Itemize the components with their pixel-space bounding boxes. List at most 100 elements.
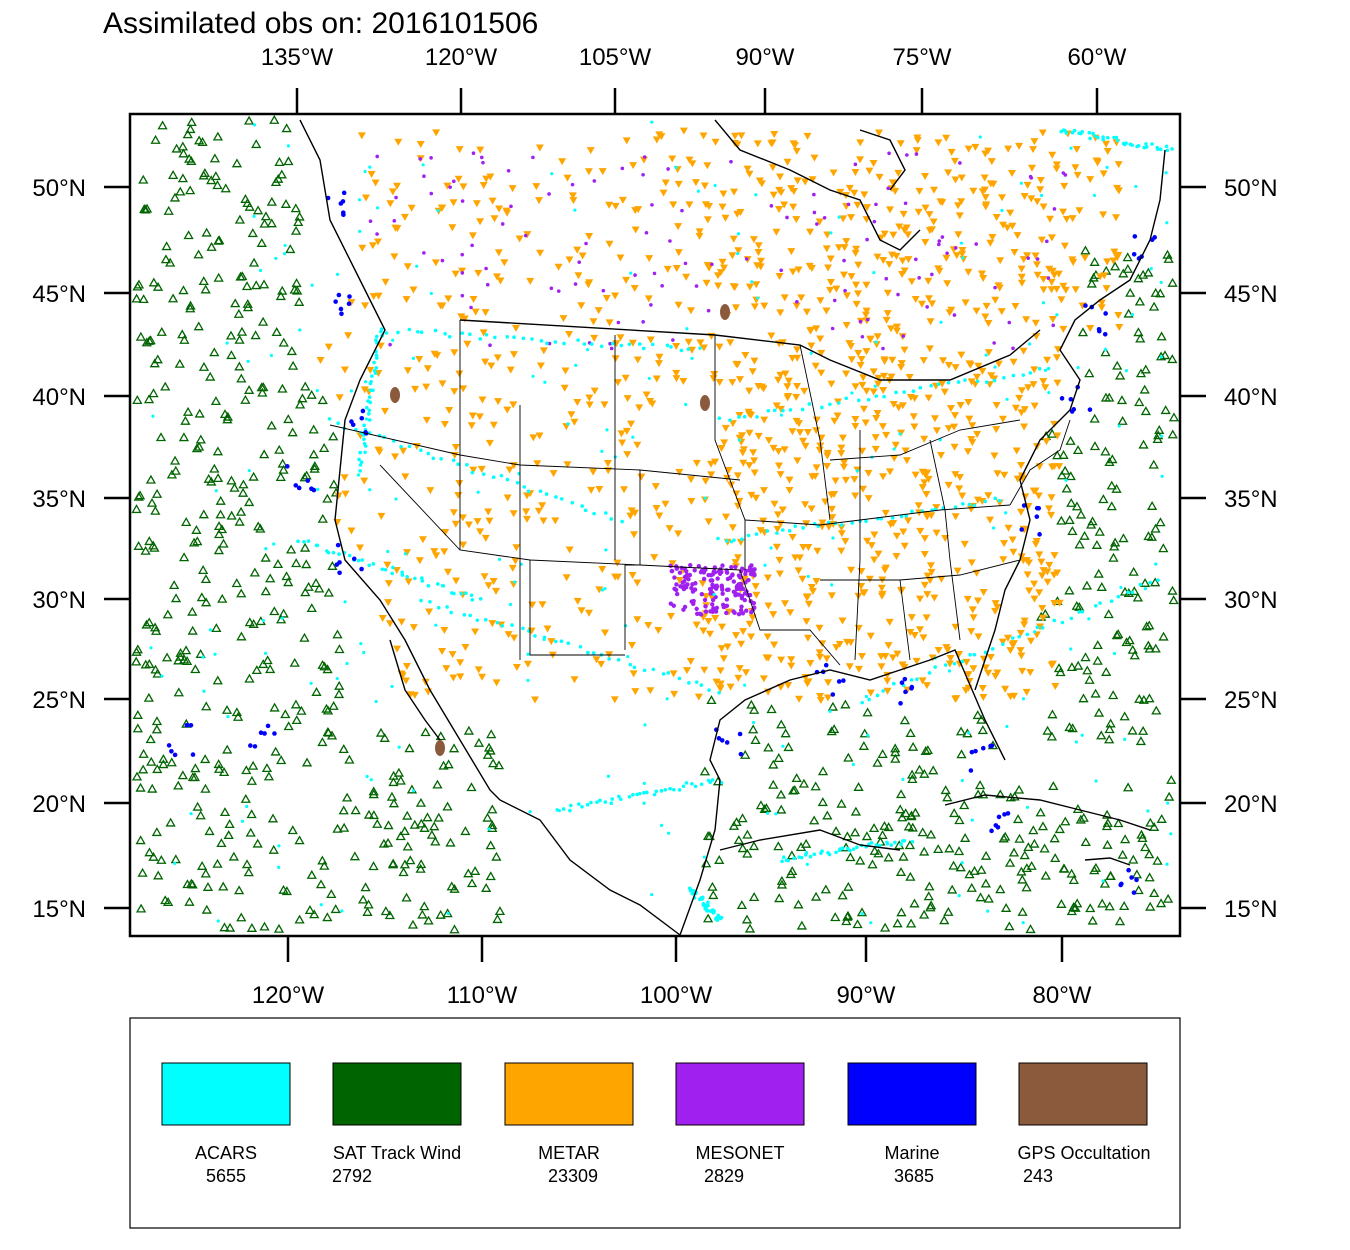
acars-point [710,778,715,782]
sat-track-wind-point [231,578,242,588]
sat-track-wind-point [1065,435,1076,445]
metar-point [344,332,353,340]
metar-point [869,160,878,168]
metar-point [1030,402,1039,410]
sat-track-wind-point [163,897,174,906]
metar-point [474,269,483,277]
acars-point [609,517,614,521]
acars-point [214,489,218,493]
sat-track-wind-point [466,878,478,888]
metar-point [347,527,356,535]
sat-track-wind-point [234,214,246,224]
sat-track-wind-point [1081,580,1093,590]
sat-track-wind-point [212,446,224,456]
acars-point [413,576,417,581]
acars-point [1000,208,1004,213]
metar-point [998,194,1007,202]
sat-track-wind-point [332,629,343,639]
sat-track-wind-point [386,791,398,801]
metar-point [824,523,833,531]
sat-track-wind-point [212,473,224,483]
metar-point [982,201,991,209]
metar-point [585,279,594,287]
metar-point [393,225,402,233]
marine-point [169,748,174,754]
sat-track-wind-point [1101,667,1112,676]
sat-track-wind-point [138,764,149,774]
acars-point [405,575,409,579]
metar-point [1051,682,1060,690]
acars-point [889,843,894,847]
metar-point [724,466,733,474]
sat-track-wind-point [843,881,854,891]
mesonet-point [549,286,554,291]
sat-track-wind-point [206,241,217,251]
metar-point [924,394,933,402]
metar-point [1055,463,1064,471]
sat-track-wind-point [786,850,798,860]
metar-point [699,132,708,140]
sat-track-wind-point [278,337,289,347]
metar-point [558,158,567,166]
metar-point [1029,381,1038,389]
metar-point [732,360,741,368]
acars-point [360,558,365,562]
metar-point [823,231,832,239]
metar-point [900,542,909,550]
metar-point [543,625,552,633]
mesonet-point [779,268,783,273]
bottom-tick-label: 110°W [447,982,518,1009]
marine-point [823,662,829,668]
sat-track-wind-point [980,878,992,888]
sat-track-wind-point [1028,825,1039,835]
mesonet-point [746,577,751,583]
metar-point [942,134,951,142]
acars-point [1123,737,1127,741]
mesonet-point [469,305,473,310]
metar-point [815,653,824,661]
acars-point [445,605,449,609]
metar-point [861,311,870,319]
legend-name: ACARS [195,1143,257,1163]
mesonet-point [905,153,909,157]
sat-track-wind-point [906,811,917,821]
acars-point [272,542,276,546]
sat-track-wind-point [213,545,225,555]
metar-point [980,174,989,182]
metar-point [1048,315,1057,323]
sat-track-wind-point [278,464,289,474]
metar-point [628,571,637,579]
metar-point [859,374,868,382]
metar-point [1008,536,1017,544]
sat-track-wind-point [763,742,774,752]
sat-track-wind-point [212,180,223,190]
sat-track-wind-point [228,851,239,861]
metar-point [816,335,825,343]
metar-point [839,463,848,471]
metar-point [877,663,886,671]
mesonet-point [713,609,719,614]
metar-point [392,182,401,190]
sat-track-wind-point [925,900,937,910]
sat-track-wind-point [317,855,328,865]
sat-track-wind-point [776,804,787,814]
marine-point [359,566,364,572]
acars-point [419,598,423,603]
sat-track-wind-point [145,474,157,484]
sat-track-wind-point [1146,531,1157,541]
metar-point [1114,161,1123,169]
metar-point [1086,176,1095,184]
marine-point [1068,396,1074,402]
sat-track-wind-point [1122,263,1133,273]
sat-track-wind-point [187,625,198,635]
metar-point [815,624,824,632]
acars-point [435,582,440,586]
metar-point [792,216,801,224]
marine-point [305,478,311,483]
right-tick-label: 45°N [1224,281,1278,308]
metar-point [592,656,601,664]
acars-point [728,418,732,423]
metar-point [778,506,787,514]
metar-point [512,544,521,552]
metar-point [920,435,929,443]
